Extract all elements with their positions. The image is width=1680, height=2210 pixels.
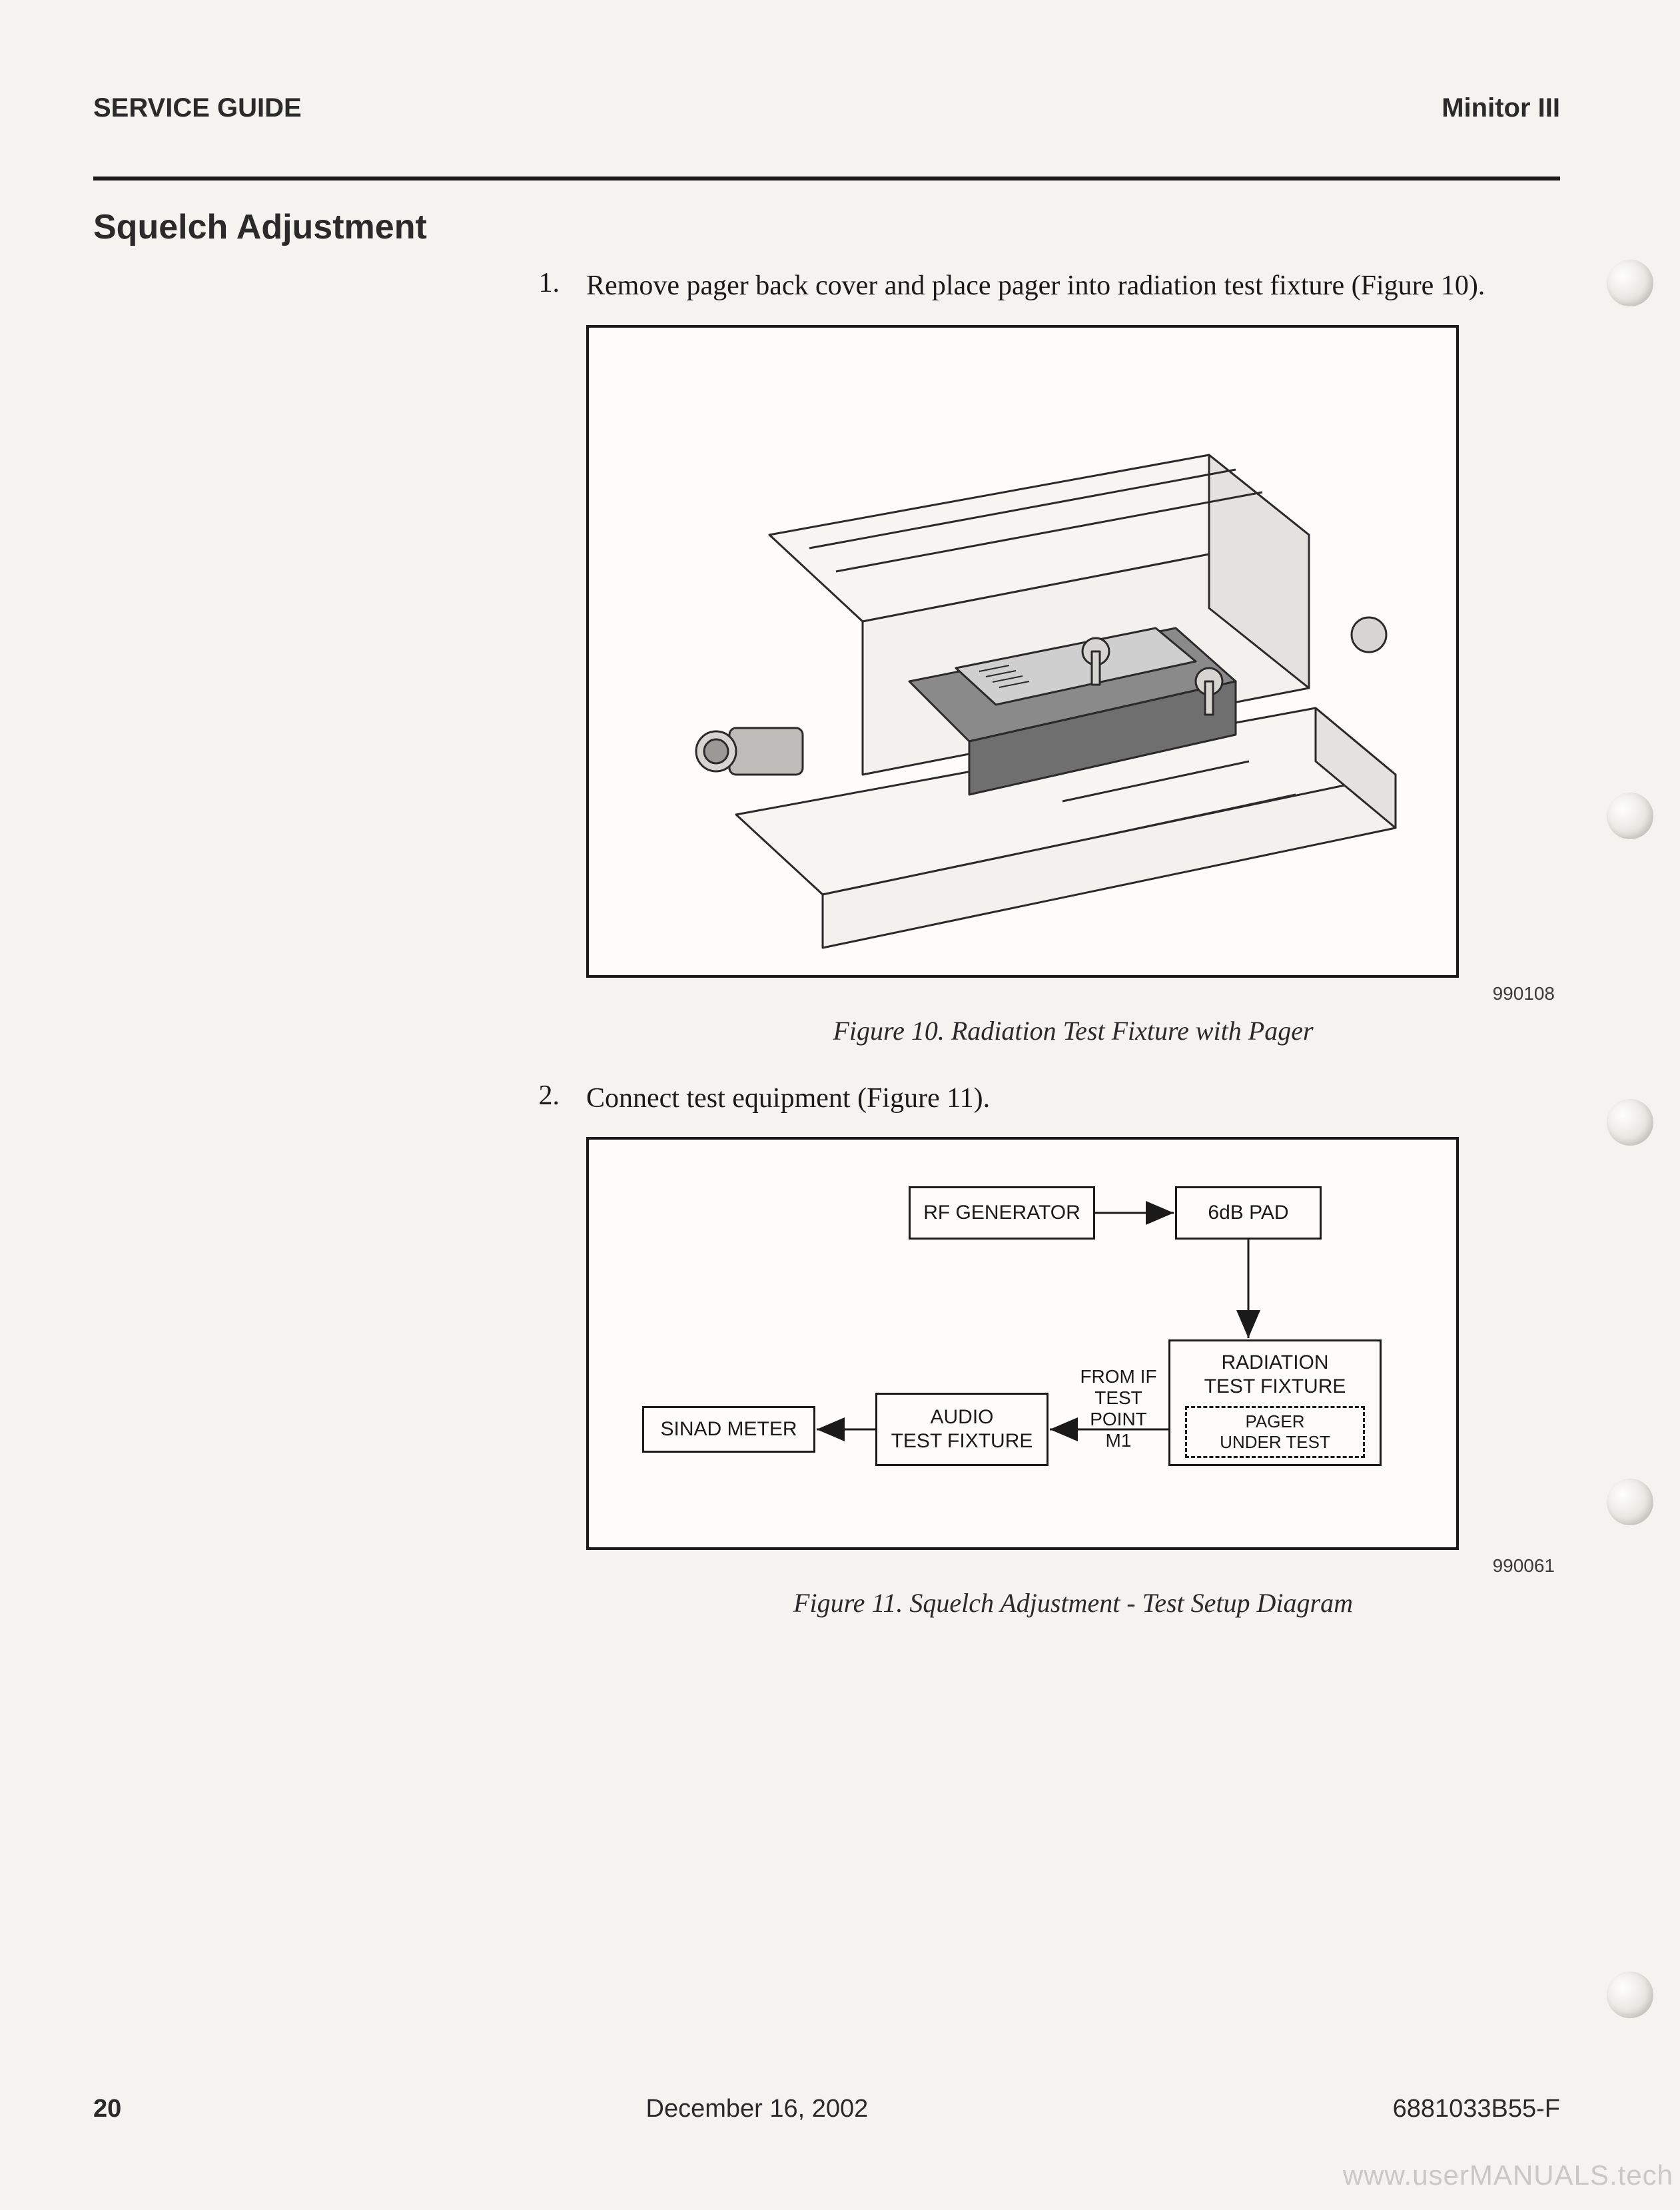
section-title: Squelch Adjustment	[93, 207, 1560, 247]
node-audio-fixture: AUDIO TEST FIXTURE	[875, 1393, 1049, 1466]
figure-11-caption: Figure 11. Squelch Adjustment - Test Set…	[586, 1587, 1560, 1619]
step-1-text: Remove pager back cover and place pager …	[586, 267, 1560, 305]
node-rf-generator: RF GENERATOR	[909, 1186, 1095, 1240]
node-sinad-meter: SINAD METER	[642, 1406, 815, 1453]
figure-11-id: 990061	[586, 1555, 1560, 1577]
hole-punch-icon	[1607, 793, 1653, 839]
hole-punch-icon	[1607, 1479, 1653, 1525]
page-header: SERVICE GUIDE Minitor III	[93, 93, 1560, 123]
figure-10-id: 990108	[586, 983, 1560, 1004]
figure-10-caption: Figure 10. Radiation Test Fixture with P…	[586, 1015, 1560, 1046]
hole-punch-icon	[1607, 1972, 1653, 2018]
header-rule	[93, 177, 1560, 181]
step-1-number: 1.	[93, 267, 586, 305]
figure-10-box	[586, 325, 1459, 978]
watermark: www.userMANUALS.tech	[1343, 2159, 1673, 2191]
footer-page-number: 20	[93, 2095, 121, 2123]
step-2-number: 2.	[93, 1080, 586, 1118]
figure-11: RF GENERATOR 6dB PAD RADIATION TEST FIXT…	[586, 1137, 1560, 1619]
hole-punch-icon	[1607, 260, 1653, 306]
node-6db-pad: 6dB PAD	[1175, 1186, 1322, 1240]
node-pager-under-test: PAGER UNDER TEST	[1185, 1406, 1365, 1458]
hole-punch-icon	[1607, 1099, 1653, 1146]
step-2-text: Connect test equipment (Figure 11).	[586, 1080, 1560, 1118]
footer-doc-number: 6881033B55-F	[1393, 2095, 1560, 2123]
figure-11-box: RF GENERATOR 6dB PAD RADIATION TEST FIXT…	[586, 1137, 1459, 1550]
page: SERVICE GUIDE Minitor III Squelch Adjust…	[0, 0, 1680, 2210]
footer-date: December 16, 2002	[646, 2095, 869, 2123]
step-1: 1. Remove pager back cover and place pag…	[93, 267, 1560, 305]
step-2: 2. Connect test equipment (Figure 11).	[93, 1080, 1560, 1118]
page-footer: 20 December 16, 2002 6881033B55-F	[93, 2095, 1560, 2123]
header-right: Minitor III	[1442, 93, 1560, 123]
figure-10-illustration	[596, 335, 1449, 968]
label-from-if: FROM IF TEST POINT M1	[1068, 1366, 1168, 1451]
figure-10: 990108 Figure 10. Radiation Test Fixture…	[586, 325, 1560, 1046]
header-left: SERVICE GUIDE	[93, 93, 302, 123]
